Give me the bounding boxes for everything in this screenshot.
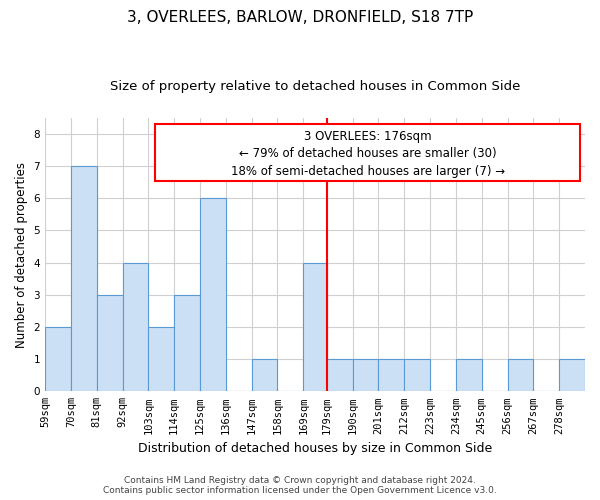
Text: ← 79% of detached houses are smaller (30): ← 79% of detached houses are smaller (30… xyxy=(239,148,497,160)
Bar xyxy=(174,295,200,392)
Bar xyxy=(559,359,585,392)
Bar xyxy=(404,359,430,392)
Bar xyxy=(327,359,353,392)
Bar xyxy=(122,262,148,392)
X-axis label: Distribution of detached houses by size in Common Side: Distribution of detached houses by size … xyxy=(138,442,492,455)
Text: 18% of semi-detached houses are larger (7) →: 18% of semi-detached houses are larger (… xyxy=(231,165,505,178)
Text: Contains HM Land Registry data © Crown copyright and database right 2024.
Contai: Contains HM Land Registry data © Crown c… xyxy=(103,476,497,495)
FancyBboxPatch shape xyxy=(155,124,580,180)
Text: 3, OVERLEES, BARLOW, DRONFIELD, S18 7TP: 3, OVERLEES, BARLOW, DRONFIELD, S18 7TP xyxy=(127,10,473,25)
Bar xyxy=(353,359,379,392)
Y-axis label: Number of detached properties: Number of detached properties xyxy=(15,162,28,348)
Bar xyxy=(251,359,277,392)
Bar xyxy=(97,295,122,392)
Bar xyxy=(148,327,174,392)
Bar xyxy=(200,198,226,392)
Bar xyxy=(71,166,97,392)
Text: 3 OVERLEES: 176sqm: 3 OVERLEES: 176sqm xyxy=(304,130,431,143)
Bar xyxy=(303,262,327,392)
Bar xyxy=(45,327,71,392)
Bar xyxy=(379,359,404,392)
Bar xyxy=(456,359,482,392)
Bar xyxy=(508,359,533,392)
Title: Size of property relative to detached houses in Common Side: Size of property relative to detached ho… xyxy=(110,80,520,93)
